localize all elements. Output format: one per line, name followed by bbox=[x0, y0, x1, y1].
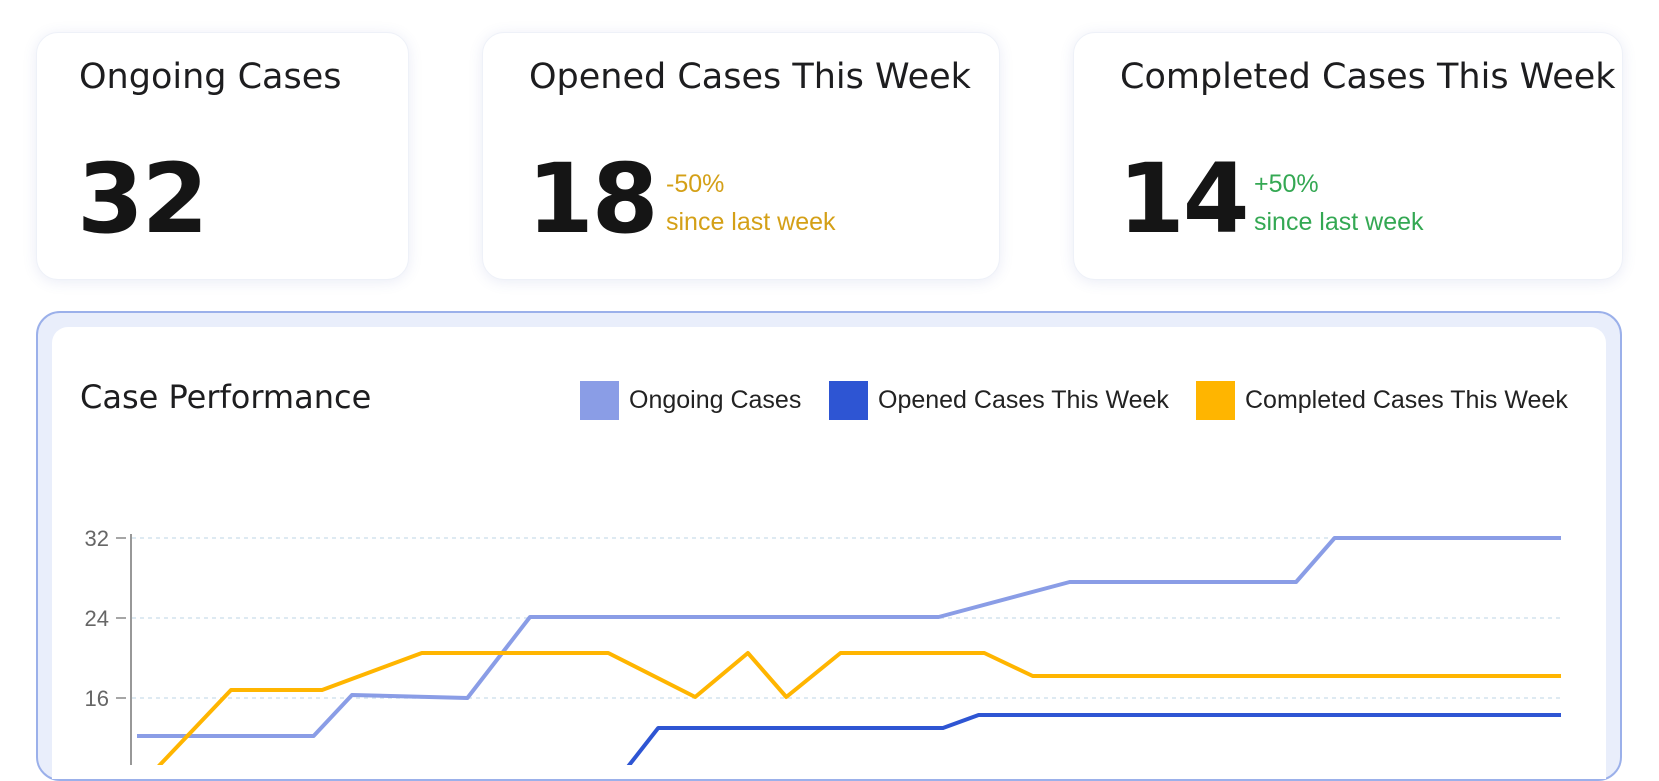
legend-item-opened[interactable]: Opened Cases This Week bbox=[829, 380, 1169, 420]
legend-label: Opened Cases This Week bbox=[878, 385, 1169, 414]
legend-label: Ongoing Cases bbox=[629, 385, 802, 414]
change-percent: +50% bbox=[1254, 170, 1319, 198]
series-line-completed-cases-this-week[interactable] bbox=[137, 651, 1561, 765]
line-chart: 32 24 16 bbox=[85, 526, 1561, 765]
series-line-ongoing-cases[interactable] bbox=[137, 536, 1561, 738]
legend-item-completed[interactable]: Completed Cases This Week bbox=[1196, 380, 1568, 420]
completed-cases-card: Completed Cases This Week 14 +50% since … bbox=[1073, 32, 1623, 280]
change-indicator: -50% since last week bbox=[666, 165, 836, 241]
legend-swatch bbox=[829, 380, 868, 420]
ongoing-cases-card: Ongoing Cases 32 bbox=[36, 32, 409, 280]
legend-swatch bbox=[1196, 380, 1235, 420]
y-tick-label: 16 bbox=[85, 686, 109, 711]
change-note: since last week bbox=[666, 208, 836, 236]
card-title: Completed Cases This Week bbox=[1120, 57, 1616, 97]
chart-panel bbox=[36, 311, 1622, 781]
legend-label: Completed Cases This Week bbox=[1245, 385, 1568, 414]
legend-item-ongoing[interactable]: Ongoing Cases bbox=[580, 380, 801, 420]
card-value: 32 bbox=[77, 143, 209, 255]
chart-title: Case Performance bbox=[80, 378, 372, 416]
y-tick-label: 32 bbox=[85, 526, 109, 551]
card-value: 14 bbox=[1118, 143, 1250, 255]
legend-swatch bbox=[580, 380, 619, 420]
change-note: since last week bbox=[1254, 208, 1424, 236]
card-value: 18 bbox=[527, 143, 659, 255]
change-indicator: +50% since last week bbox=[1254, 165, 1424, 241]
series-line-opened-cases-this-week[interactable] bbox=[611, 713, 1561, 765]
card-title: Ongoing Cases bbox=[79, 57, 342, 97]
card-title: Opened Cases This Week bbox=[529, 57, 971, 97]
y-tick-label: 24 bbox=[85, 606, 109, 631]
opened-cases-card: Opened Cases This Week 18 -50% since las… bbox=[482, 32, 1000, 280]
change-percent: -50% bbox=[666, 170, 725, 198]
